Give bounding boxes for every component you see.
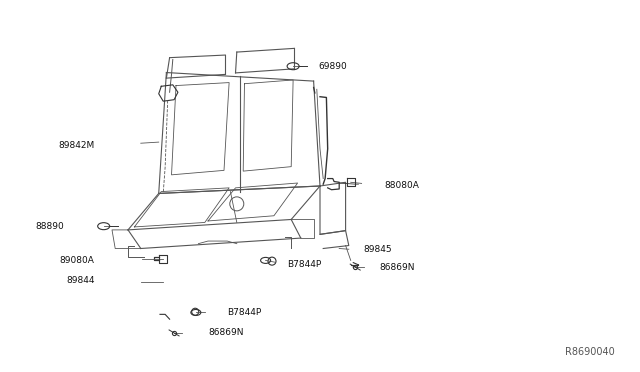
Text: 69890: 69890 xyxy=(319,62,348,71)
Text: 89844: 89844 xyxy=(66,276,95,285)
Text: R8690040: R8690040 xyxy=(564,347,614,357)
Text: 88080A: 88080A xyxy=(384,182,419,190)
Text: 88890: 88890 xyxy=(35,222,64,231)
Text: 89845: 89845 xyxy=(364,246,392,254)
Text: B7844P: B7844P xyxy=(287,260,321,269)
Text: 86869N: 86869N xyxy=(379,263,414,272)
Text: 89842M: 89842M xyxy=(58,141,95,150)
Text: 89080A: 89080A xyxy=(60,256,95,265)
Text: 86869N: 86869N xyxy=(208,328,243,337)
Text: B7844P: B7844P xyxy=(227,308,262,317)
